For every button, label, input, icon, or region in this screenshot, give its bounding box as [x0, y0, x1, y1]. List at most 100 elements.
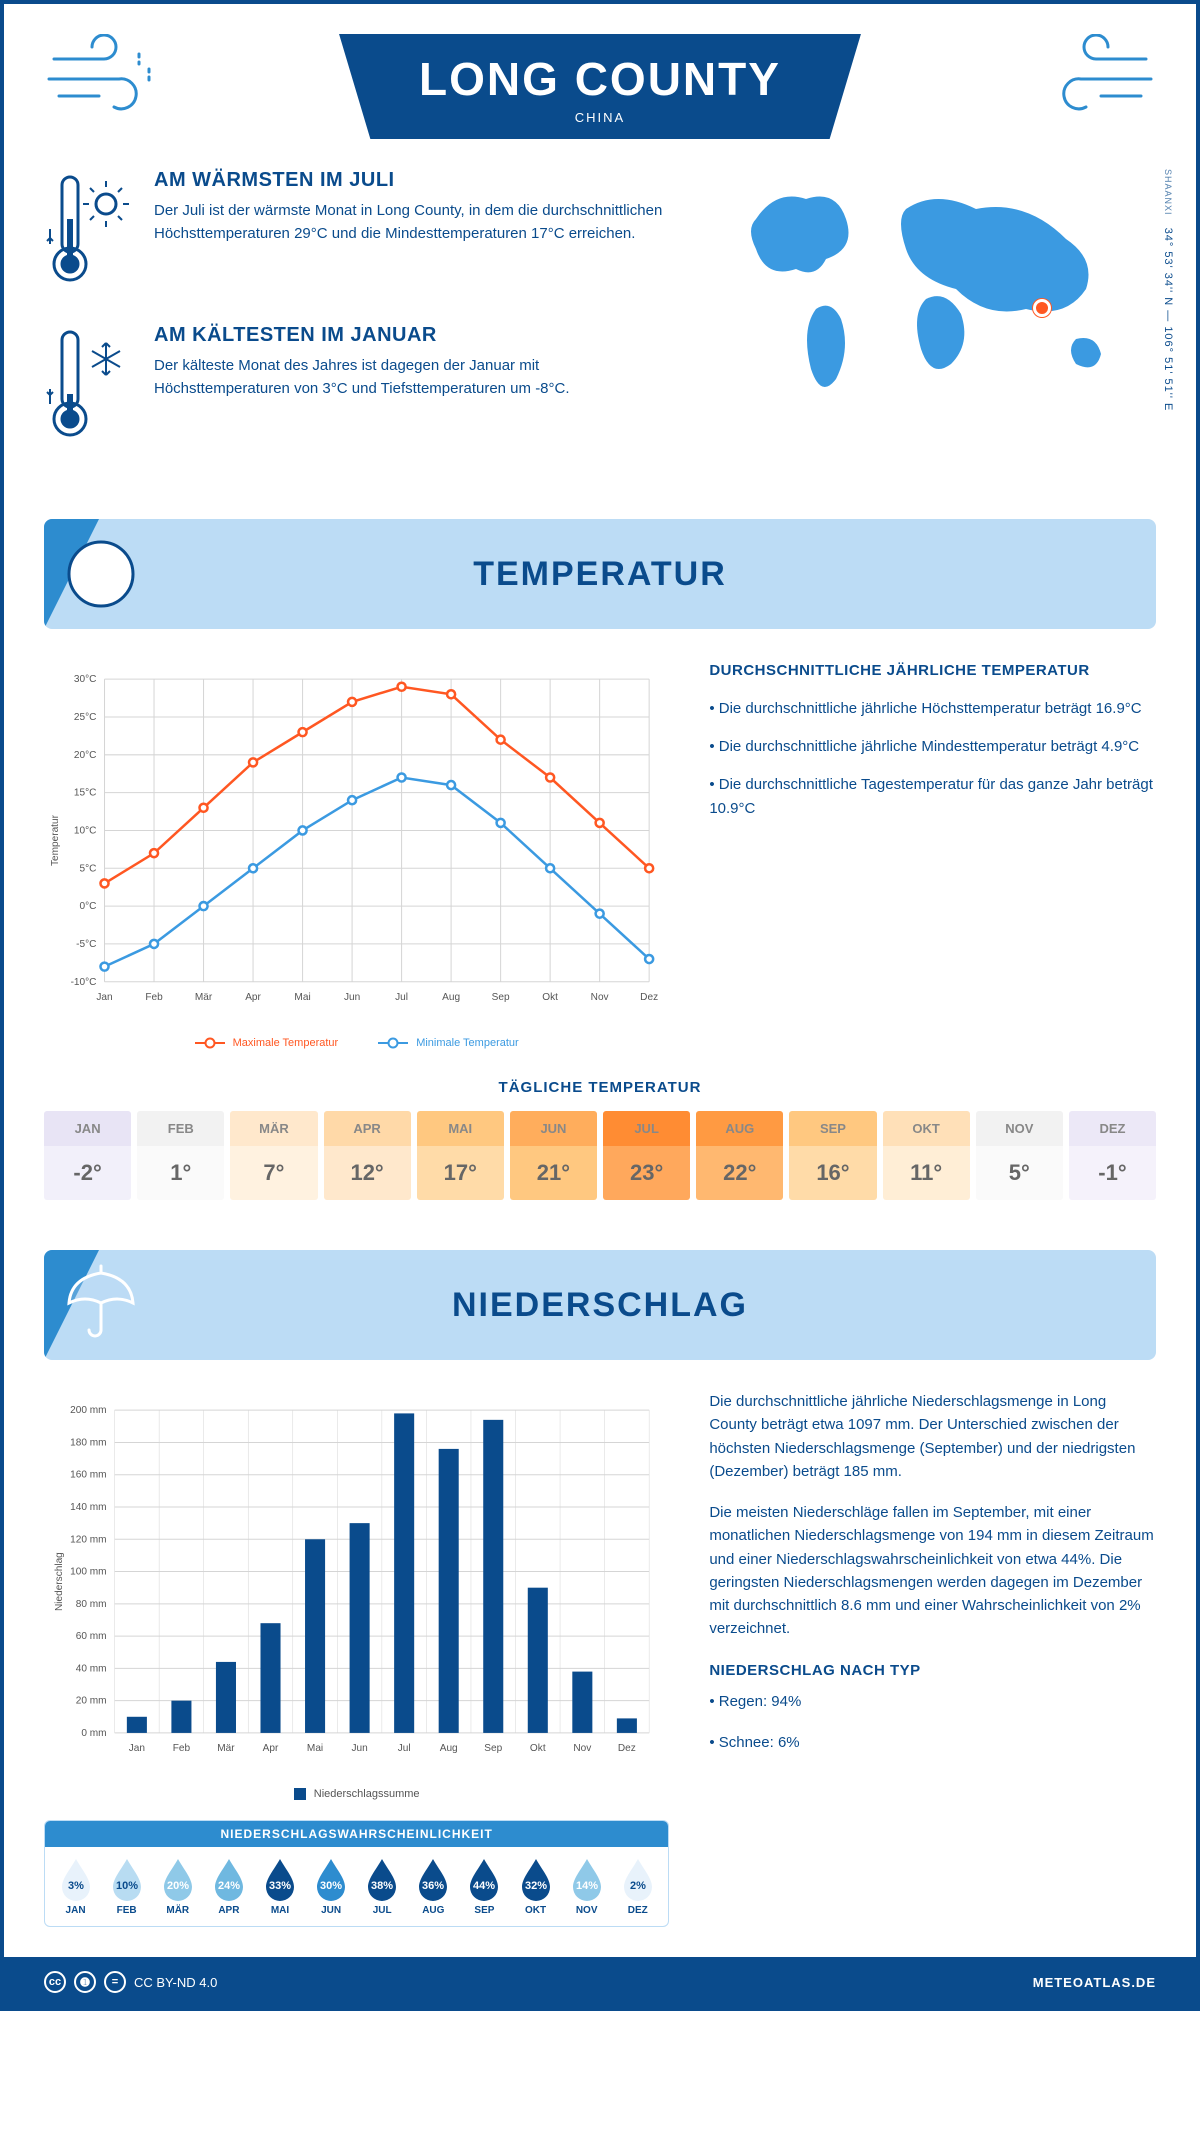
prob-cell: 3% JAN	[51, 1857, 100, 1916]
page: LONG COUNTY CHINA AM WÄRMSTEN IM JULI	[0, 0, 1200, 2011]
coords-label: 34° 53' 34'' N — 106° 51' 51'' E	[1162, 228, 1174, 412]
svg-text:2%: 2%	[630, 1880, 646, 1892]
svg-text:40 mm: 40 mm	[76, 1663, 107, 1674]
cold-text: Der kälteste Monat des Jahres ist dagege…	[154, 355, 676, 400]
warm-block: AM WÄRMSTEN IM JULI Der Juli ist der wär…	[44, 169, 676, 294]
region-label: SHAANXI	[1163, 169, 1173, 216]
prob-cell: 30% JUN	[307, 1857, 356, 1916]
raindrop-icon: 3%	[59, 1857, 93, 1901]
svg-text:24%: 24%	[218, 1880, 240, 1892]
svg-text:33%: 33%	[269, 1880, 291, 1892]
svg-text:30%: 30%	[320, 1880, 342, 1892]
prob-cell: 14% NOV	[562, 1857, 611, 1916]
cold-block: AM KÄLTESTEN IM JANUAR Der kälteste Mona…	[44, 324, 676, 449]
temp-cell: DEZ -1°	[1069, 1111, 1156, 1200]
svg-text:36%: 36%	[422, 1880, 444, 1892]
precip-text: Die meisten Niederschläge fallen im Sept…	[709, 1501, 1156, 1641]
intro-row: AM WÄRMSTEN IM JULI Der Juli ist der wär…	[44, 169, 1156, 479]
raindrop-icon: 30%	[314, 1857, 348, 1901]
prob-cell: 24% APR	[204, 1857, 253, 1916]
temp-bullet: • Die durchschnittliche jährliche Mindes…	[709, 735, 1156, 759]
svg-text:80 mm: 80 mm	[76, 1599, 107, 1610]
sun-icon	[54, 527, 149, 622]
raindrop-icon: 20%	[161, 1857, 195, 1901]
thermometer-hot-icon	[44, 169, 134, 294]
temperature-row: -10°C-5°C0°C5°C10°C15°C20°C25°C30°CJanFe…	[44, 659, 1156, 1049]
raindrop-icon: 32%	[519, 1857, 553, 1901]
map-pin-icon	[1033, 299, 1051, 317]
svg-text:38%: 38%	[371, 1880, 393, 1892]
nd-icon: =	[104, 1971, 126, 1993]
site-label: METEOATLAS.DE	[1033, 1975, 1156, 1990]
temperature-chart: -10°C-5°C0°C5°C10°C15°C20°C25°C30°CJanFe…	[44, 659, 669, 1049]
raindrop-icon: 2%	[621, 1857, 655, 1901]
svg-text:10%: 10%	[116, 1880, 138, 1892]
temp-legend: Maximale Temperatur Minimale Temperatur	[44, 1037, 669, 1049]
svg-text:3%: 3%	[68, 1880, 84, 1892]
umbrella-icon	[54, 1258, 149, 1353]
raindrop-icon: 10%	[110, 1857, 144, 1901]
svg-text:Sep: Sep	[492, 992, 510, 1003]
prob-row: 3% JAN 10% FEB 20% MÄR 24% APR 3	[45, 1847, 668, 1926]
by-icon: ➊	[74, 1971, 96, 1993]
legend-max: Maximale Temperatur	[195, 1037, 339, 1049]
svg-text:Feb: Feb	[173, 1743, 191, 1754]
svg-text:Jun: Jun	[351, 1743, 367, 1754]
svg-text:160 mm: 160 mm	[70, 1470, 106, 1481]
temp-cell: MÄR 7°	[230, 1111, 317, 1200]
svg-text:100 mm: 100 mm	[70, 1567, 106, 1578]
legend-precip: Niederschlagssumme	[294, 1788, 420, 1800]
cc-icon: cc	[44, 1971, 66, 1993]
svg-text:Nov: Nov	[591, 992, 609, 1003]
svg-text:Niederschlag: Niederschlag	[54, 1552, 65, 1611]
svg-text:Aug: Aug	[442, 992, 460, 1003]
prob-cell: 44% SEP	[460, 1857, 509, 1916]
prob-cell: 20% MÄR	[153, 1857, 202, 1916]
svg-text:Feb: Feb	[145, 992, 163, 1003]
prob-title: NIEDERSCHLAGSWAHRSCHEINLICHKEIT	[45, 1821, 668, 1847]
temp-cell: JAN -2°	[44, 1111, 131, 1200]
prob-cell: 2% DEZ	[613, 1857, 662, 1916]
temp-side-title: DURCHSCHNITTLICHE JÄHRLICHE TEMPERATUR	[709, 659, 1156, 683]
precip-type-title: NIEDERSCHLAG NACH TYP	[709, 1659, 1156, 1682]
svg-text:60 mm: 60 mm	[76, 1631, 107, 1642]
precip-text: Die durchschnittliche jährliche Niedersc…	[709, 1390, 1156, 1483]
warm-title: AM WÄRMSTEN IM JULI	[154, 169, 676, 192]
precip-section-header: NIEDERSCHLAG	[44, 1250, 1156, 1360]
svg-text:Dez: Dez	[618, 1743, 636, 1754]
temperature-title: TEMPERATUR	[473, 555, 727, 594]
svg-text:20 mm: 20 mm	[76, 1696, 107, 1707]
license: cc ➊ = CC BY-ND 4.0	[44, 1971, 217, 1993]
svg-text:14%: 14%	[576, 1880, 598, 1892]
precip-row: 0 mm20 mm40 mm60 mm80 mm100 mm120 mm140 …	[44, 1390, 1156, 1927]
temp-cell: OKT 11°	[883, 1111, 970, 1200]
prob-cell: 10% FEB	[102, 1857, 151, 1916]
precip-title: NIEDERSCHLAG	[452, 1286, 748, 1325]
svg-text:Jul: Jul	[395, 992, 408, 1003]
page-title: LONG COUNTY	[419, 52, 781, 106]
svg-text:Okt: Okt	[542, 992, 558, 1003]
svg-text:-10°C: -10°C	[71, 977, 97, 988]
svg-text:0°C: 0°C	[80, 901, 97, 912]
temp-cell: NOV 5°	[976, 1111, 1063, 1200]
title-banner: LONG COUNTY CHINA	[339, 34, 861, 139]
svg-text:20°C: 20°C	[74, 750, 97, 761]
svg-text:Temperatur: Temperatur	[50, 814, 61, 866]
prob-cell: 38% JUL	[358, 1857, 407, 1916]
svg-text:5°C: 5°C	[80, 863, 97, 874]
prob-cell: 33% MAI	[255, 1857, 304, 1916]
svg-text:44%: 44%	[473, 1880, 495, 1892]
svg-text:Jul: Jul	[398, 1743, 411, 1754]
svg-text:Apr: Apr	[245, 992, 261, 1003]
prob-cell: 32% OKT	[511, 1857, 560, 1916]
svg-text:Apr: Apr	[263, 1743, 279, 1754]
svg-text:200 mm: 200 mm	[70, 1405, 106, 1416]
svg-text:Mai: Mai	[294, 992, 310, 1003]
daily-temp-table: JAN -2° FEB 1° MÄR 7° APR 12° MAI 17° JU…	[44, 1111, 1156, 1200]
raindrop-icon: 33%	[263, 1857, 297, 1901]
daily-temp-title: TÄGLICHE TEMPERATUR	[44, 1079, 1156, 1096]
license-label: CC BY-ND 4.0	[134, 1975, 217, 1990]
cold-title: AM KÄLTESTEN IM JANUAR	[154, 324, 676, 347]
precip-type-bullet: • Regen: 94%	[709, 1690, 1156, 1713]
wind-icon-left	[44, 34, 174, 124]
